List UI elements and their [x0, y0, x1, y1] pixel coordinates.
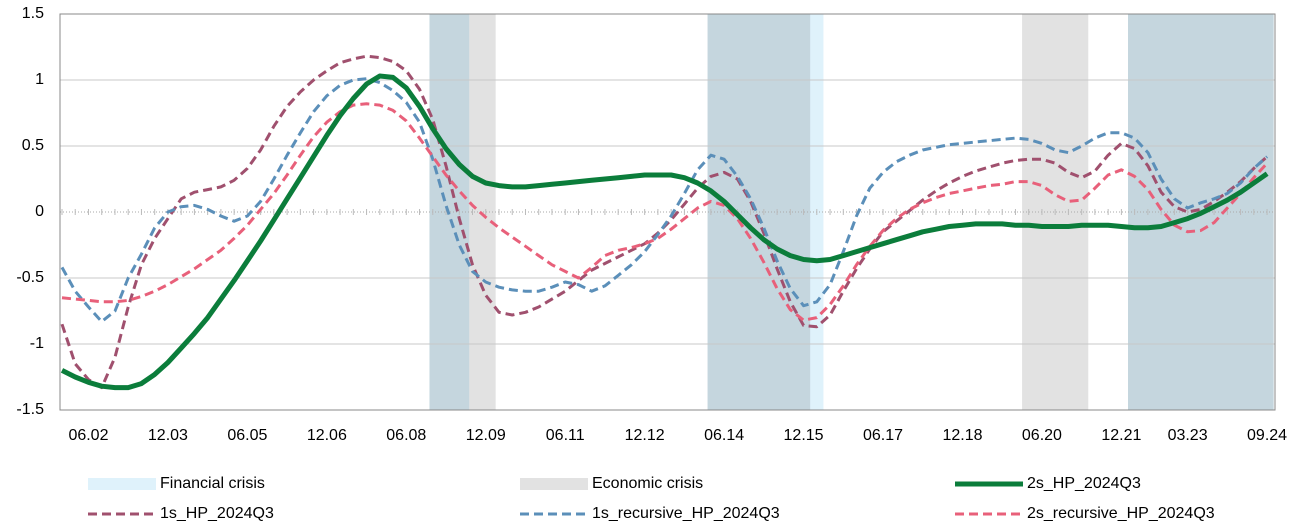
legend-label: Economic crisis	[592, 475, 703, 492]
lines	[60, 54, 1269, 391]
labels: 1.5 1 0.5 0 -0.5 -1 -1.5 06.02 12.03 06.05 12.06 06…	[16, 5, 1287, 444]
legend-label: Financial crisis	[160, 475, 265, 492]
y-tick-label: 0	[35, 203, 44, 220]
x-tick-label: 12.06	[307, 427, 347, 444]
series-line	[61, 102, 1269, 322]
x-tick-label: 06.20	[1022, 427, 1062, 444]
y-tick-label: -1.5	[16, 401, 44, 418]
y-tick-label: -1	[30, 335, 44, 352]
y-tick-label: 1	[35, 71, 44, 88]
grid	[60, 13, 1275, 411]
y-tick-label: 0.5	[22, 137, 44, 154]
x-tick-label: 06.11	[546, 427, 585, 444]
x-tick-label: 06.05	[227, 427, 267, 444]
x-tick-label: 12.18	[942, 427, 982, 444]
legend-label: 2s_HP_2024Q3	[1027, 475, 1141, 492]
x-tick-label: 06.02	[68, 427, 108, 444]
series-line	[60, 73, 1269, 391]
series-line	[60, 77, 1269, 324]
x-tick-label: 12.15	[784, 427, 824, 444]
crisis-shading	[429, 14, 1274, 410]
legend-swatch	[88, 478, 156, 490]
x-tick-label: 06.08	[386, 427, 426, 444]
legend-label: 1s_recursive_HP_2024Q3	[592, 505, 780, 522]
x-tick-label: 06.14	[704, 427, 744, 444]
crisis-span	[707, 14, 811, 410]
x-tick-label: 12.12	[625, 427, 665, 444]
x-tick-label: 12.03	[148, 427, 188, 444]
x-tick-label: 06.17	[863, 427, 903, 444]
x-tick-label: 12.21	[1101, 427, 1141, 444]
y-tick-label: 1.5	[22, 5, 44, 22]
legend-label: 2s_recursive_HP_2024Q3	[1027, 505, 1215, 522]
legend-swatch	[520, 478, 588, 490]
legend-label: 1s_HP_2024Q3	[160, 505, 274, 522]
legend: Financial crisis Economic crisis 2s_HP_202…	[88, 475, 1215, 522]
x-tick-label: 09.24	[1247, 427, 1287, 444]
x-tick-label: 12.09	[466, 427, 506, 444]
y-tick-label: -0.5	[16, 269, 44, 286]
x-tick-label: 03.23	[1168, 427, 1208, 444]
plot-frame	[59, 13, 1276, 411]
